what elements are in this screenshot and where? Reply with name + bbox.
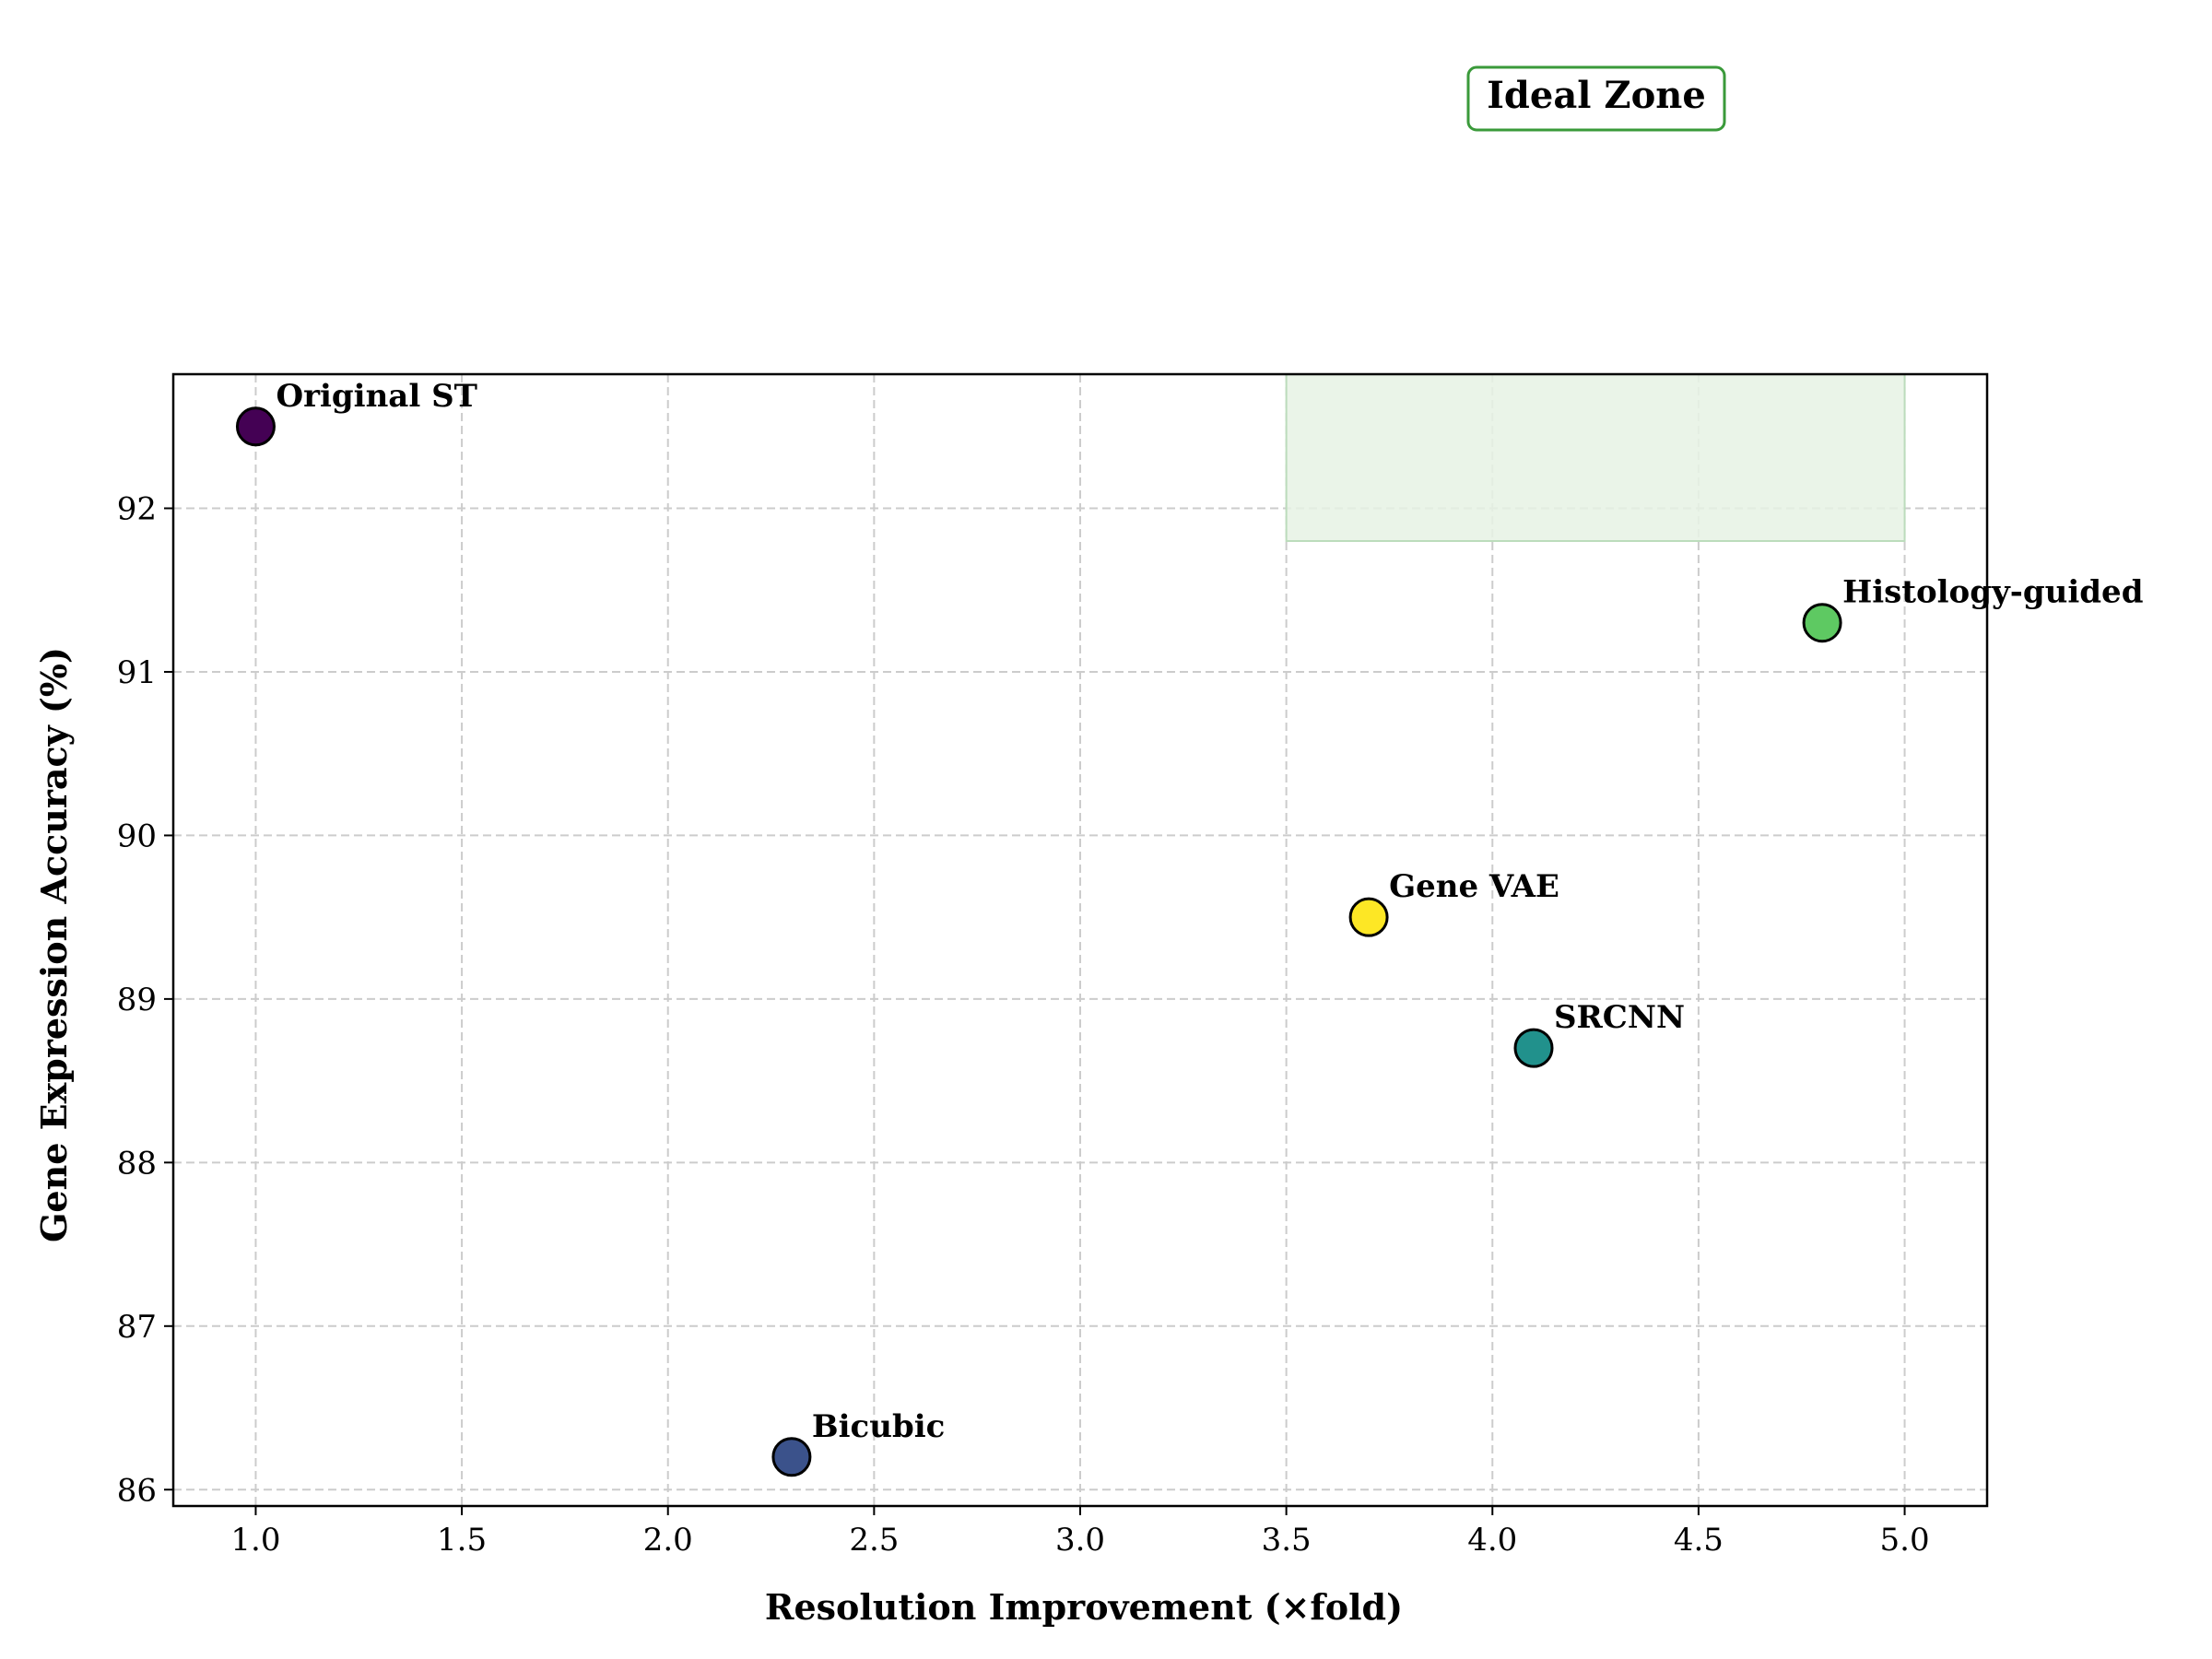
data-points xyxy=(235,406,1842,1477)
y-tick-label: 90 xyxy=(117,818,157,854)
grid xyxy=(173,374,1987,1506)
x-tick-label: 3.0 xyxy=(1055,1522,1105,1559)
x-tick-label: 3.5 xyxy=(1262,1522,1312,1559)
data-point xyxy=(235,406,276,447)
x-tick-label: 5.0 xyxy=(1880,1522,1930,1559)
y-tick-label: 92 xyxy=(117,491,157,528)
ideal-zone-label: Ideal Zone xyxy=(1466,65,1726,132)
y-tick-label: 86 xyxy=(117,1472,157,1509)
data-point-label: SRCNN xyxy=(1554,999,1685,1036)
x-tick-label: 4.0 xyxy=(1467,1522,1517,1559)
ideal-zone-label-box xyxy=(1466,65,1726,132)
x-tick-label: 1.0 xyxy=(230,1522,280,1559)
point-labels: Original ST Bicubic Gene VAE SRCNN Histology… xyxy=(276,378,2143,1445)
data-point xyxy=(771,1437,812,1477)
data-point xyxy=(1348,897,1389,937)
ideal-zone-label-text: Ideal Zone xyxy=(1487,74,1706,117)
data-point-label: Gene VAE xyxy=(1389,868,1559,905)
data-point xyxy=(1802,603,1842,643)
y-tick-label: 89 xyxy=(117,982,157,1018)
data-point-label: Bicubic xyxy=(812,1408,945,1445)
x-tick-label: 1.5 xyxy=(437,1522,487,1559)
plot-frame xyxy=(171,372,1989,1508)
y-tick-label: 87 xyxy=(117,1309,157,1346)
y-tick-label: 88 xyxy=(117,1145,157,1182)
ideal-zone-region xyxy=(1285,373,1906,543)
x-axis-label: Resolution Improvement (×fold) xyxy=(765,1586,1403,1628)
axes: 1.0 1.5 2.0 2.5 3.0 3.5 4.0 4.5 5.0 86 87 88 89 90 91 9… xyxy=(117,372,1989,1559)
y-tick-label: 91 xyxy=(117,654,157,691)
x-tick-label: 4.5 xyxy=(1674,1522,1724,1559)
data-point-label: Original ST xyxy=(276,378,477,415)
x-tick-label: 2.5 xyxy=(849,1522,899,1559)
y-axis-label: Gene Expression Accuracy (%) xyxy=(33,647,75,1242)
data-point xyxy=(1513,1028,1554,1068)
x-tick-label: 2.0 xyxy=(643,1522,693,1559)
data-point-label: Histology-guided xyxy=(1842,574,2143,611)
